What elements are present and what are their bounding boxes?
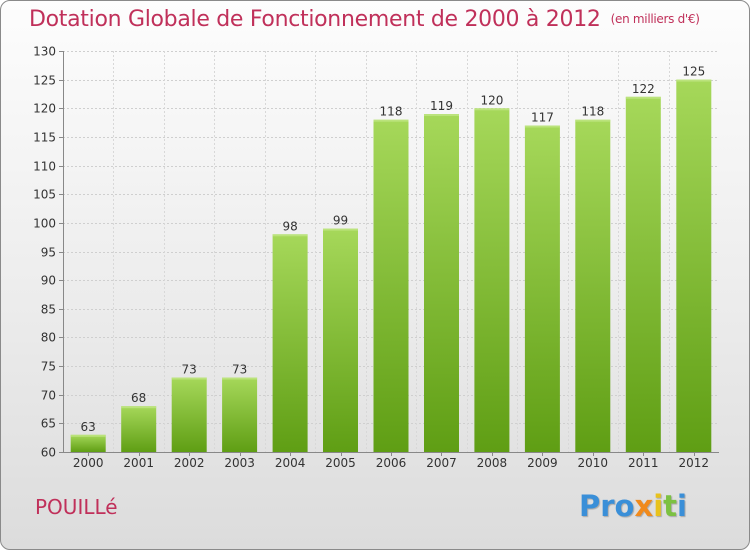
x-tick-label-2007: 2007 [426,456,457,470]
logo-letter-i2: i [677,489,687,523]
y-tick-label: 95 [41,246,56,260]
value-label-2004: 98 [282,219,297,233]
y-tick-label: 65 [41,417,56,431]
bar-2001 [121,406,157,452]
value-label-2012: 125 [682,65,705,79]
bar-highlight-2008 [474,108,510,111]
x-tick-label-2008: 2008 [477,456,508,470]
x-tick-label-2011: 2011 [628,456,659,470]
y-tick-label: 125 [33,74,56,88]
x-tick-label-2006: 2006 [376,456,407,470]
bar-highlight-2007 [424,114,459,116]
bar-2000 [70,434,106,452]
bar-2003 [222,377,258,452]
bar-2007 [424,114,459,452]
logo-letter-t: t [663,489,678,523]
bar-2008 [474,108,510,453]
value-label-2003: 73 [232,363,247,377]
bar-highlight-2000 [70,434,106,437]
value-label-2011: 122 [632,82,655,96]
bar-highlight-2004 [272,234,308,237]
y-tick-label: 70 [41,389,56,403]
chart-title-text: Dotation Globale de Fonctionnement de 20… [29,7,601,32]
y-tick-label: 110 [33,160,56,174]
y-tick-label: 105 [33,188,56,202]
bar-2002 [171,377,207,452]
x-tick-label-2002: 2002 [174,456,205,470]
y-tick-label: 115 [33,131,56,145]
bar-2012 [676,79,712,452]
bar-highlight-2001 [121,406,157,409]
bar-highlight-2009 [524,125,560,128]
value-label-2002: 73 [182,363,197,377]
value-label-2009: 117 [531,111,554,125]
x-tick-label-2012: 2012 [679,456,710,470]
x-tick-label-2001: 2001 [123,456,154,470]
value-label-2000: 63 [81,420,96,434]
value-label-2005: 99 [333,214,348,228]
bar-2005 [323,228,358,452]
commune-name: POUILLé [35,495,118,519]
value-label-2006: 118 [380,105,403,119]
bar-highlight-2006 [373,119,409,122]
bar-2004 [272,234,308,452]
bar-highlight-2011 [625,96,661,99]
value-label-2007: 119 [430,99,453,113]
x-tick-label-2000: 2000 [73,456,104,470]
bar-2011 [625,96,661,453]
x-tick-label-2005: 2005 [325,456,356,470]
logo-letters-pro: Pro [579,489,635,523]
bar-highlight-2010 [575,119,611,122]
x-tick-label-2004: 2004 [275,456,306,470]
bar-highlight-2002 [171,377,207,380]
bar-highlight-2005 [323,228,358,231]
bar-2010 [575,119,611,452]
y-tick-label: 80 [41,331,56,345]
chart-subtitle: (en milliers d'€) [610,12,700,26]
chart-axes: 60 65 70 75 80 85 90 95 100 105 110 115 120 125 130 [33,45,719,460]
x-tick-label-2003: 2003 [224,456,255,470]
bar-highlight-2012 [676,79,712,82]
bar-2009 [524,125,560,452]
logo-letter-i1: i [653,489,664,523]
value-label-2010: 118 [581,105,604,119]
chart-title: Dotation Globale de Fonctionnement de 20… [29,7,700,32]
value-label-2001: 68 [131,391,146,405]
x-tick-label-2009: 2009 [527,456,558,470]
chart-bars [70,79,712,453]
y-tick-label: 75 [41,360,56,374]
bar-highlight-2003 [222,377,258,380]
y-tick-label: 85 [41,303,56,317]
logo-letter-x: x [634,489,654,523]
x-tick-label-2010: 2010 [578,456,609,470]
y-tick-label: 130 [33,45,56,59]
chart-labels: 63 2000 68 2001 73 2002 73 2003 98 2004 99 2005 118 2… [73,65,709,470]
y-tick-label: 100 [33,217,56,231]
y-tick-label: 60 [41,446,56,460]
bar-2006 [373,119,409,452]
value-label-2008: 120 [480,93,503,107]
y-tick-label: 90 [41,274,56,288]
y-tick-label: 120 [33,102,56,116]
proxiti-logo[interactable]: Proxiti [579,489,687,523]
